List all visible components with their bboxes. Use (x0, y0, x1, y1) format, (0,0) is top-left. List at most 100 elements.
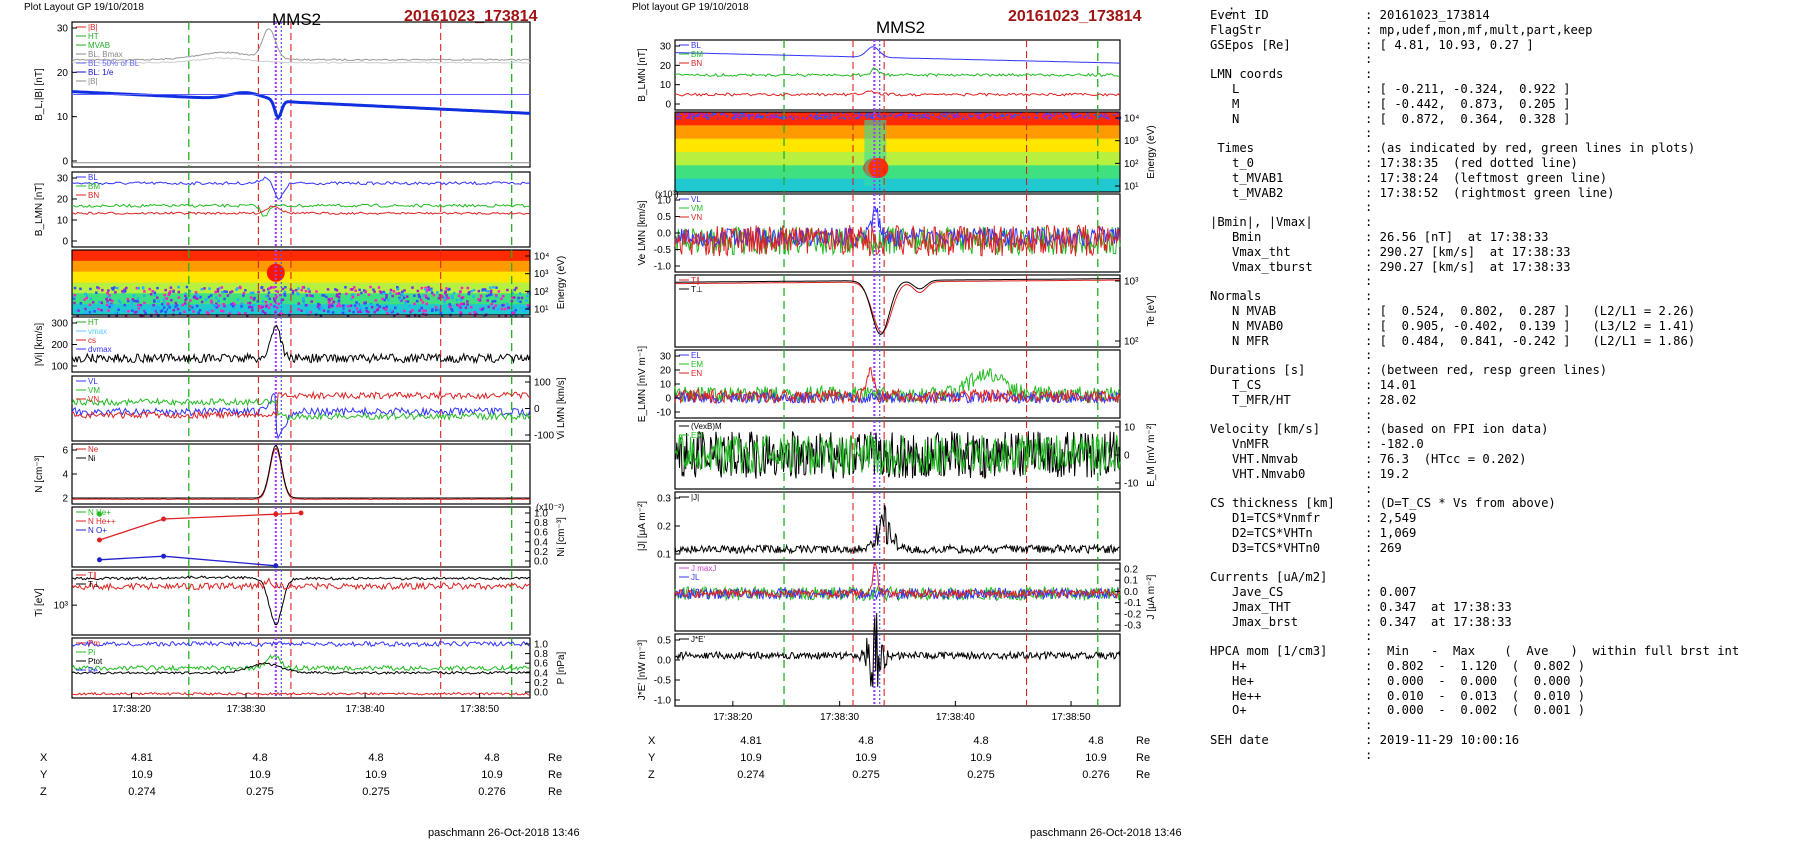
y-tick-label: 0.0 (657, 656, 671, 667)
spectrogram-noise (240, 305, 243, 308)
legend-entry: (VexB)M (691, 422, 722, 431)
spectrogram-noise (143, 309, 146, 313)
y-axis-label: J [μA m⁻²] (1146, 574, 1157, 619)
ephemeris-value: 10.9 (249, 769, 271, 781)
spectrogram-noise (473, 310, 476, 314)
spectrogram-noise (337, 299, 341, 303)
spectrogram-noise (195, 294, 199, 297)
summary-value: : [ 0.524, 0.802, 0.287 ] (L2/L1 = 2.26) (1365, 303, 1696, 318)
summary-row: D1=TCS*Vnmfr: 2,549 (1210, 511, 1800, 526)
spectrogram-noise (84, 307, 87, 311)
spectrogram-noise (100, 309, 103, 312)
spectrogram-noise (443, 300, 446, 304)
y-axis-label: |J| [μA m⁻²] (637, 501, 648, 551)
spectrogram-noise (164, 288, 167, 292)
summary-value: : (1365, 629, 1373, 644)
spectrogram-noise (144, 309, 148, 312)
spacecraft-title: MMS2 (272, 10, 322, 29)
spectrogram-noise (230, 290, 234, 293)
summary-row: O+: 0.000 - 0.002 ( 0.001 ) (1210, 703, 1800, 718)
legend-entry: N He+ (88, 508, 111, 517)
spectrogram-noise (326, 288, 330, 291)
spectrogram-noise (223, 304, 226, 308)
spectrogram-noise (359, 308, 363, 312)
spectrogram-noise (445, 287, 448, 290)
summary-label: T_CS (1210, 377, 1262, 392)
spectrogram-noise (306, 311, 309, 315)
summary-value: : [ 4.81, 10.93, 0.27 ] (1365, 37, 1534, 52)
spectrogram-noise (198, 309, 202, 312)
spectrogram-noise (953, 116, 956, 119)
summary-value: : 76.3 (HTcc = 0.202) (1365, 451, 1527, 466)
y-tick-label: 0.0 (534, 688, 548, 699)
spectrogram-noise (308, 294, 312, 297)
spectrogram-noise (439, 311, 443, 315)
spectrogram-noise (349, 304, 353, 308)
spectrogram-noise (114, 311, 117, 315)
spectrogram-noise (427, 285, 430, 289)
summary-row: : (1210, 274, 1800, 289)
panel-frame (674, 39, 1121, 111)
spectrogram-noise (954, 116, 957, 119)
spectrogram-noise (297, 308, 300, 311)
spectrogram-noise (720, 113, 723, 116)
spectrogram-noise (993, 115, 996, 118)
spectrogram-noise (445, 294, 448, 297)
spectrogram-noise (141, 287, 145, 290)
spectrogram-noise (751, 113, 754, 116)
spectrogram-noise (1047, 116, 1050, 119)
spectrogram-noise (302, 297, 305, 300)
summary-row: Jmax_THT: 0.347 at 17:38:33 (1210, 600, 1800, 615)
spectrogram-noise (195, 304, 199, 308)
spectrogram-noise (208, 287, 211, 290)
summary-label: Jmax_THT (1210, 599, 1291, 614)
ephemeris-value: 4.8 (973, 735, 989, 747)
summary-value: : (as indicated by red, green lines in p… (1365, 141, 1696, 156)
spectrogram-noise (740, 115, 743, 118)
spectrogram-noise (216, 288, 220, 291)
spectrogram-noise (908, 115, 911, 118)
summary-row: T_CS: 14.01 (1210, 378, 1800, 393)
spectrogram-noise (143, 301, 146, 305)
spectrogram-noise (336, 293, 339, 296)
spectrogram-noise (283, 290, 287, 294)
summary-value: : [ -0.211, -0.324, 0.922 ] (1365, 81, 1571, 96)
spectrogram-noise (398, 296, 401, 300)
spectrogram-noise (157, 307, 160, 310)
spectrogram-noise (676, 114, 679, 117)
spectrogram-noise (1105, 116, 1108, 119)
summary-label: SEH date (1210, 733, 1269, 748)
spectrogram-noise (417, 314, 421, 318)
spectrogram-noise (109, 303, 112, 307)
spectrogram-noise (368, 314, 371, 318)
spectrogram-noise (237, 311, 240, 315)
spectrogram-noise (413, 302, 416, 306)
series-line (674, 366, 1121, 405)
spectrogram-noise (137, 286, 140, 290)
spectrogram-noise (895, 115, 898, 118)
spectrogram-noise (841, 116, 844, 119)
spectrogram-noise (979, 112, 982, 115)
spectrogram-noise (320, 306, 324, 310)
spectrogram-noise (701, 112, 704, 115)
spectrogram-noise (444, 296, 447, 300)
spectrogram-noise (342, 307, 345, 311)
spectrogram-noise (457, 294, 461, 298)
spectrogram-noise (139, 303, 143, 307)
spectrogram-noise (95, 291, 98, 294)
spectrogram-band (675, 112, 1120, 126)
spectrogram-noise (265, 295, 268, 298)
spectrogram-noise (153, 300, 156, 303)
spectrogram-noise (746, 114, 749, 117)
summary-row: : (1210, 348, 1800, 363)
spectrogram-noise (440, 289, 443, 292)
summary-label: He++ (1210, 688, 1262, 703)
summary-value: : (1365, 555, 1373, 570)
spectrogram-noise (329, 312, 333, 315)
spectrogram-noise (189, 312, 192, 316)
spectrogram-noise (858, 114, 861, 117)
spectrogram-noise (889, 113, 892, 116)
spectrogram-noise (1022, 116, 1025, 119)
summary-label (1210, 482, 1365, 497)
